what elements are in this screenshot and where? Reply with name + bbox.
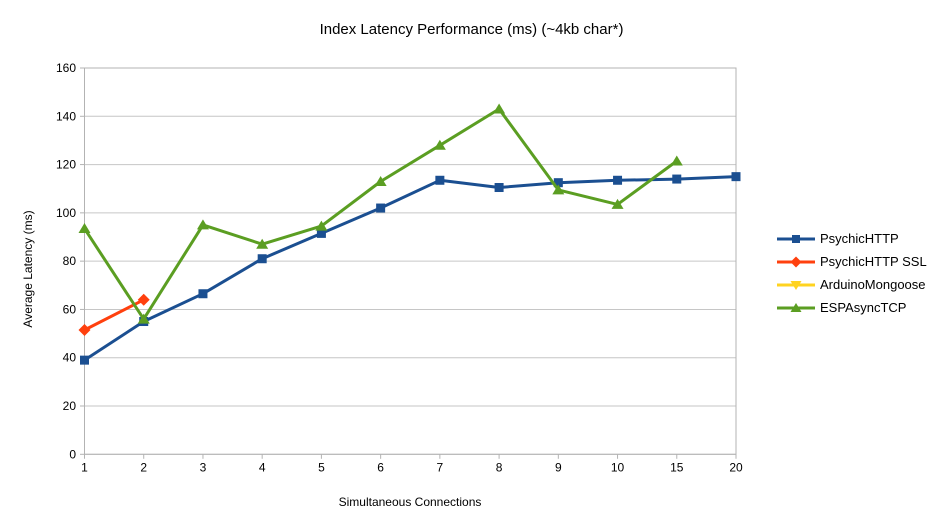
series-espasynctcp xyxy=(78,103,683,324)
series-psychichttp xyxy=(80,172,741,365)
svg-text:7: 7 xyxy=(437,460,444,474)
svg-text:5: 5 xyxy=(318,460,325,474)
x-axis-title: Simultaneous Connections xyxy=(338,495,482,509)
svg-text:10: 10 xyxy=(611,460,625,474)
legend-entry: ESPAsyncTCP xyxy=(777,296,927,319)
svg-text:2: 2 xyxy=(140,460,147,474)
svg-text:8: 8 xyxy=(496,460,503,474)
gridlines: 0 20 40 60 80 100 120 140 160 xyxy=(56,61,737,461)
svg-text:80: 80 xyxy=(63,254,77,268)
x-axis: 1 2 3 4 5 6 7 8 9 10 15 20 xyxy=(81,454,743,474)
legend-label: PsychicHTTP xyxy=(820,231,899,246)
legend-marker-square-icon xyxy=(777,234,815,243)
legend-label: PsychicHTTP SSL xyxy=(820,254,927,269)
legend-marker-triangle-down-icon xyxy=(777,280,815,290)
svg-text:20: 20 xyxy=(63,399,77,413)
svg-text:160: 160 xyxy=(56,61,76,75)
chart-title: Index Latency Performance (ms) (~4kb cha… xyxy=(319,21,624,38)
svg-text:100: 100 xyxy=(56,206,76,220)
svg-text:60: 60 xyxy=(63,302,77,316)
legend-label: ESPAsyncTCP xyxy=(820,300,907,315)
legend-label: ArduinoMongoose xyxy=(820,277,926,292)
svg-text:4: 4 xyxy=(259,460,266,474)
svg-text:9: 9 xyxy=(555,460,562,474)
svg-text:0: 0 xyxy=(69,447,76,461)
svg-text:20: 20 xyxy=(729,460,743,474)
legend: PsychicHTTP PsychicHTTP SSL ArduinoMongo… xyxy=(777,227,927,319)
svg-text:120: 120 xyxy=(56,158,76,172)
svg-text:15: 15 xyxy=(670,460,684,474)
legend-entry: PsychicHTTP xyxy=(777,227,927,250)
svg-text:40: 40 xyxy=(63,351,77,365)
svg-text:140: 140 xyxy=(56,109,76,123)
svg-text:3: 3 xyxy=(200,460,207,474)
svg-text:1: 1 xyxy=(81,460,88,474)
series-psychichttp-ssl xyxy=(78,293,150,336)
legend-entry: ArduinoMongoose xyxy=(777,273,927,296)
svg-text:6: 6 xyxy=(377,460,384,474)
legend-entry: PsychicHTTP SSL xyxy=(777,250,927,273)
legend-marker-triangle-up-icon xyxy=(777,302,815,312)
legend-marker-diamond-icon xyxy=(777,256,815,267)
